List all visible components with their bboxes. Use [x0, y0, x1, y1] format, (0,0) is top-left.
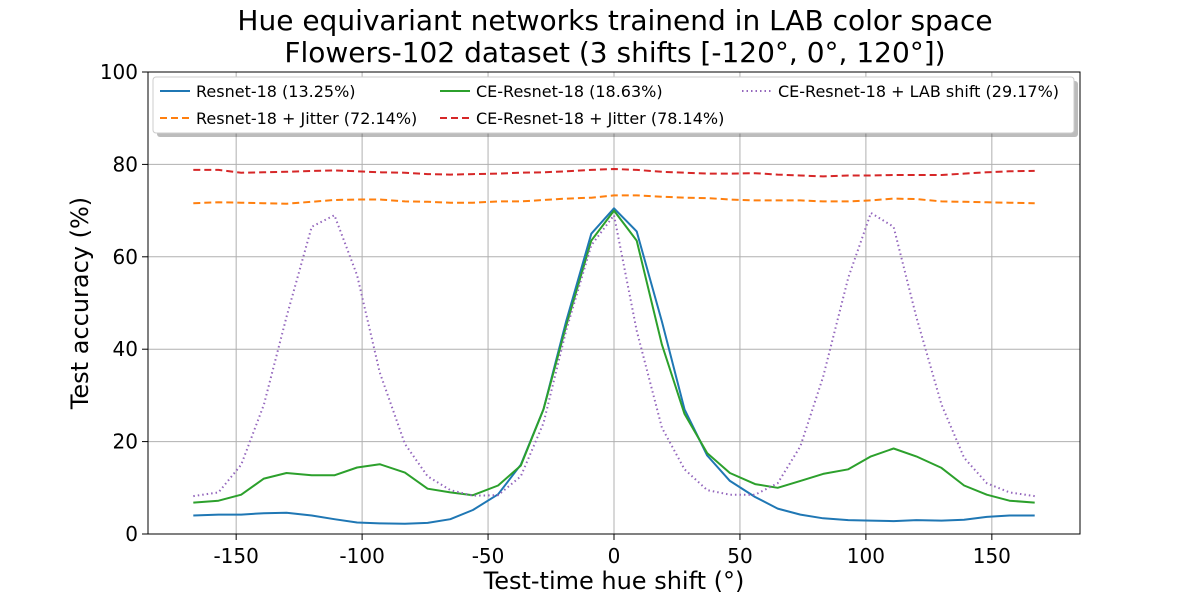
legend-label: CE-Resnet-18 (18.63%): [476, 82, 663, 101]
x-tick-label: 50: [727, 544, 752, 568]
series-line-3: [193, 209, 1035, 504]
legend: Resnet-18 (13.25%) CE-Resnet-18 (18.63%) C…: [152, 76, 1078, 137]
series-line-4: [193, 168, 1035, 178]
x-axis-label: Test-time hue shift (°): [483, 567, 745, 595]
x-tick-label: -50: [472, 544, 505, 568]
y-tick-label: 20: [113, 430, 138, 454]
axis-ticks: -150 -100 -50 0 50 100 150 0 20 40 60 80 100: [100, 60, 1011, 568]
x-tick-label: 0: [608, 544, 621, 568]
legend-box: [152, 76, 1075, 134]
x-tick-label: 100: [847, 544, 885, 568]
series-line-1: [193, 207, 1035, 525]
y-tick-label: 80: [113, 152, 138, 176]
legend-label: CE-Resnet-18 + LAB shift (29.17%): [778, 82, 1059, 101]
chart-title-line-2: Flowers-102 dataset (3 shifts [-120°, 0°…: [284, 36, 945, 69]
legend-item: Resnet-18 + Jitter (72.14%): [160, 109, 417, 128]
grid: [148, 71, 1080, 535]
legend-item: CE-Resnet-18 + Jitter (78.14%): [440, 109, 724, 128]
legend-item: CE-Resnet-18 + LAB shift (29.17%): [742, 82, 1059, 101]
legend-items: Resnet-18 (13.25%) CE-Resnet-18 (18.63%) C…: [160, 82, 1059, 128]
x-tick-label: 150: [973, 544, 1011, 568]
legend-item: CE-Resnet-18 (18.63%): [440, 82, 663, 101]
y-tick-label: 60: [113, 245, 138, 269]
y-tick-label: 0: [125, 522, 138, 546]
x-tick-label: -100: [339, 544, 384, 568]
y-tick-label: 100: [100, 60, 138, 84]
plot-series: [193, 168, 1035, 525]
legend-label: Resnet-18 (13.25%): [196, 82, 356, 101]
legend-item: Resnet-18 (13.25%): [160, 82, 356, 101]
y-axis-label: Test accuracy (%): [66, 197, 94, 410]
chart-title-line-1: Hue equivariant networks trainend in LAB…: [237, 4, 992, 37]
series-line-2: [193, 194, 1035, 205]
x-tick-label: -150: [213, 544, 258, 568]
legend-label: CE-Resnet-18 + Jitter (78.14%): [476, 109, 724, 128]
y-tick-label: 40: [113, 337, 138, 361]
legend-label: Resnet-18 + Jitter (72.14%): [196, 109, 417, 128]
